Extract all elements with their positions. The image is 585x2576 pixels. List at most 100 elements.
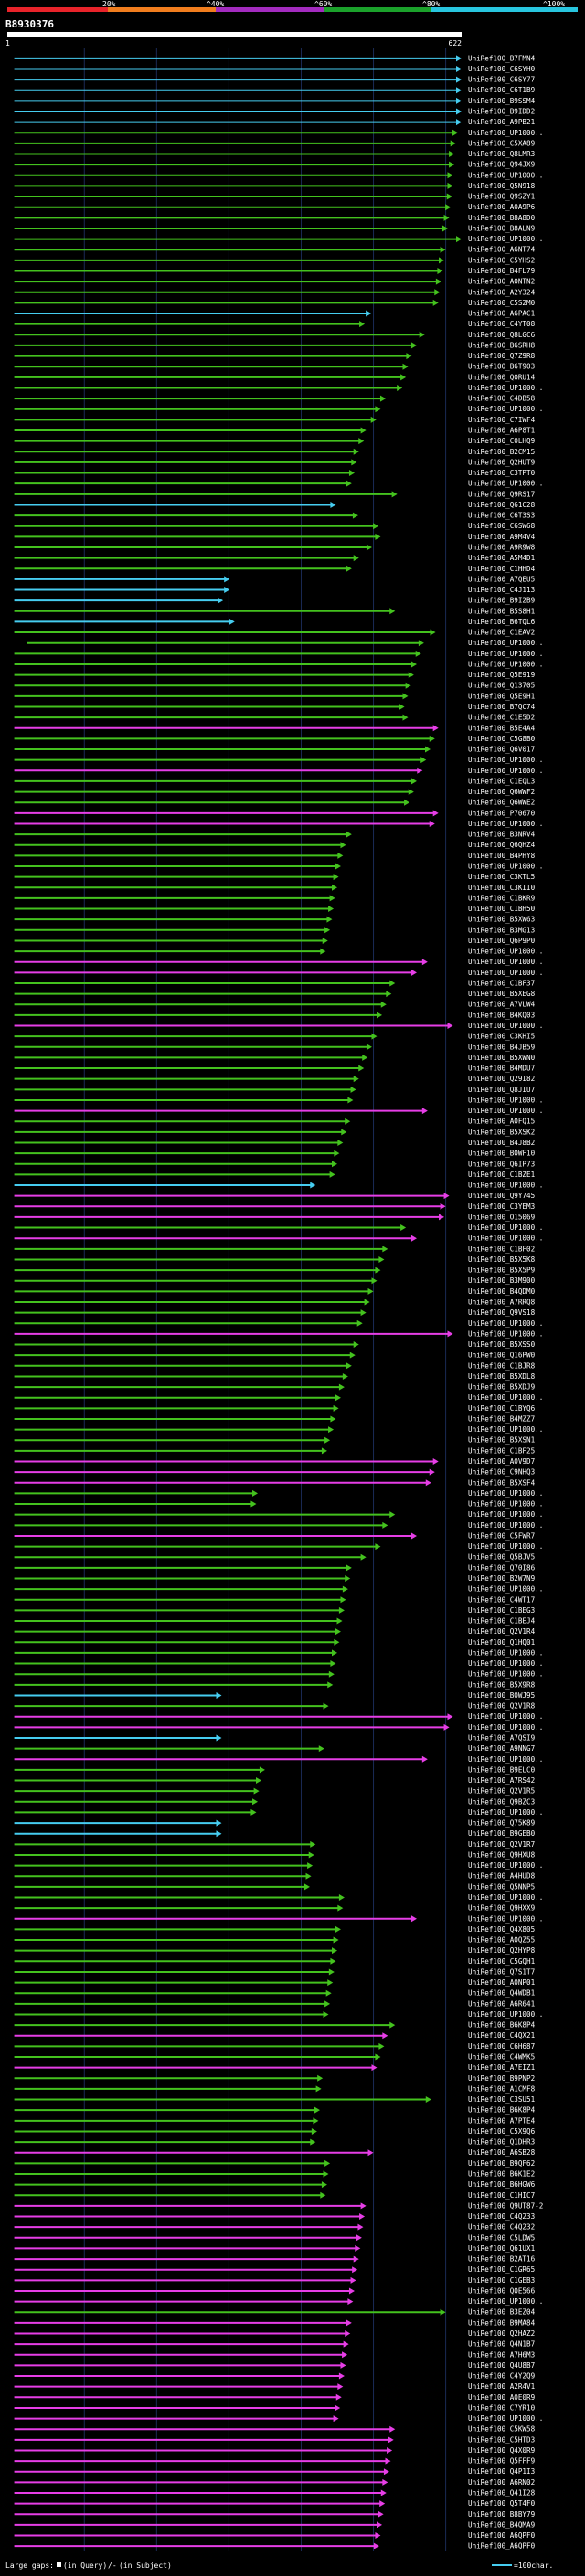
hit-label[interactable]: UniRef100_A9M4V4 <box>468 533 536 541</box>
hit-label[interactable]: UniRef100_C5X9Q6 <box>468 2127 536 2136</box>
hit-label[interactable]: UniRef100_Q5E9H1 <box>468 692 536 700</box>
hit-label[interactable]: UniRef100_B9MA84 <box>468 2318 536 2327</box>
hit-label[interactable]: UniRef100_Q6WWF2 <box>468 788 535 796</box>
hit-label[interactable]: UniRef100_UP1000.. <box>468 480 543 488</box>
hit-label[interactable]: UniRef100_UP1000.. <box>468 1808 543 1817</box>
hit-label[interactable]: UniRef100_B9IDD2 <box>468 107 535 115</box>
hit-label[interactable]: UniRef100_C4Y2Q9 <box>468 2372 536 2380</box>
hit-label[interactable]: UniRef100_B8BY79 <box>468 2510 536 2518</box>
hit-label[interactable]: UniRef100_Q2HUT9 <box>468 458 536 466</box>
hit-label[interactable]: UniRef100_Q41I28 <box>468 2489 536 2497</box>
hit-label[interactable]: UniRef100_C4Q232 <box>468 2223 535 2231</box>
hit-label[interactable]: UniRef100_C1BJR8 <box>468 1362 536 1370</box>
hit-label[interactable]: UniRef100_C1HIC7 <box>468 2191 535 2200</box>
hit-label[interactable]: UniRef100_C5YHS2 <box>468 256 535 264</box>
hit-label[interactable]: UniRef100_Q6QHZ4 <box>468 841 536 849</box>
hit-label[interactable]: UniRef100_UP1000.. <box>468 948 543 956</box>
hit-label[interactable]: UniRef100_Q1DHR3 <box>468 2138 535 2147</box>
hit-label[interactable]: UniRef100_Q2V1R5 <box>468 1787 535 1796</box>
hit-label[interactable]: UniRef100_UP1000.. <box>468 405 543 413</box>
hit-label[interactable]: UniRef100_UP1000.. <box>468 1861 543 1870</box>
hit-label[interactable]: UniRef100_Q9SZY1 <box>468 193 536 201</box>
hit-label[interactable]: UniRef100_B4MDU7 <box>468 1065 535 1073</box>
hit-label[interactable]: UniRef100_C1BYQ6 <box>468 1405 536 1413</box>
hit-label[interactable]: UniRef100_B5X9R8 <box>468 1680 536 1689</box>
hit-label[interactable]: UniRef100_C1BZE1 <box>468 1171 536 1179</box>
hit-label[interactable]: UniRef100_C7IWF4 <box>468 416 536 424</box>
hit-label[interactable]: UniRef100_B4QDM0 <box>468 1288 536 1296</box>
hit-label[interactable]: UniRef100_Q61C28 <box>468 501 536 509</box>
hit-label[interactable]: UniRef100_B2CM15 <box>468 448 535 456</box>
hit-label[interactable]: UniRef100_B3M900 <box>468 1277 536 1285</box>
hit-label[interactable]: UniRef100_Q0RU14 <box>468 373 536 381</box>
hit-label[interactable]: UniRef100_Q61UX1 <box>468 2244 536 2253</box>
hit-label[interactable]: UniRef100_UP1000.. <box>468 1426 543 1434</box>
hit-label[interactable]: UniRef100_Q94JX9 <box>468 161 536 169</box>
hit-label[interactable]: UniRef100_B5E4A4 <box>468 724 536 732</box>
hit-label[interactable]: UniRef100_P70670 <box>468 809 536 817</box>
hit-label[interactable]: UniRef100_Q5N918 <box>468 182 536 190</box>
hit-label[interactable]: UniRef100_Q4X805 <box>468 1925 535 1934</box>
hit-label[interactable]: UniRef100_A6R641 <box>468 1999 536 2008</box>
hit-label[interactable]: UniRef100_B5XDJ9 <box>468 1383 536 1392</box>
hit-label[interactable]: UniRef100_C1BEJ4 <box>468 1617 536 1626</box>
hit-label[interactable]: UniRef100_A6QPF0 <box>468 2542 536 2550</box>
hit-label[interactable]: UniRef100_UP1000.. <box>468 2010 543 2019</box>
hit-label[interactable]: UniRef100_B5S8H1 <box>468 607 536 615</box>
hit-label[interactable]: UniRef100_B5X5K8 <box>468 1256 536 1264</box>
hit-label[interactable]: UniRef100_UP1000.. <box>468 1235 543 1243</box>
hit-label[interactable]: UniRef100_UP1000.. <box>468 2414 543 2422</box>
hit-label[interactable]: UniRef100_Q5BJV5 <box>468 1553 535 1562</box>
hit-label[interactable]: UniRef100_B9QF62 <box>468 2159 535 2168</box>
hit-label[interactable]: UniRef100_Q70I86 <box>468 1564 536 1572</box>
hit-label[interactable]: UniRef100_Q9Y745 <box>468 1192 535 1200</box>
hit-label[interactable]: UniRef100_Q5NNP5 <box>468 1882 535 1891</box>
hit-label[interactable]: UniRef100_B5XSK2 <box>468 1128 535 1136</box>
hit-label[interactable]: UniRef100_C3TPT0 <box>468 469 536 477</box>
hit-label[interactable]: UniRef100_Q4U8B7 <box>468 2361 535 2369</box>
hit-label[interactable]: UniRef100_A6P8T1 <box>468 427 536 435</box>
hit-label[interactable]: UniRef100_C1BKR9 <box>468 894 536 902</box>
hit-label[interactable]: UniRef100_B3NRV4 <box>468 831 536 839</box>
hit-label[interactable]: UniRef100_C7YR10 <box>468 2403 536 2412</box>
hit-label[interactable]: UniRef100_C1BEG3 <box>468 1606 535 1615</box>
hit-label[interactable]: UniRef100_C9NHQ3 <box>468 1468 535 1477</box>
hit-label[interactable]: UniRef100_A9NNG7 <box>468 1744 535 1753</box>
hit-label[interactable]: UniRef100_UP1000.. <box>468 1723 543 1732</box>
hit-label[interactable]: UniRef100_Q2V1R7 <box>468 1840 535 1849</box>
hit-label[interactable]: UniRef100_C5G8B0 <box>468 735 536 743</box>
hit-label[interactable]: UniRef100_UP1000.. <box>468 235 543 243</box>
hit-label[interactable]: UniRef100_Q16PW0 <box>468 1352 536 1360</box>
hit-label[interactable]: UniRef100_UP1000.. <box>468 820 543 828</box>
hit-label[interactable]: UniRef100_C6H687 <box>468 2042 535 2051</box>
hit-label[interactable]: UniRef100_B6K8P4 <box>468 2106 536 2115</box>
hit-label[interactable]: UniRef100_C6SY77 <box>468 76 535 84</box>
hit-label[interactable]: UniRef100_C4Q233 <box>468 2212 535 2221</box>
hit-label[interactable]: UniRef100_A7EIZ1 <box>468 2063 536 2072</box>
hit-label[interactable]: UniRef100_UP1000.. <box>468 1182 543 1190</box>
hit-label[interactable]: UniRef100_UP1000.. <box>468 1914 543 1923</box>
hit-label[interactable]: UniRef100_B5XEG8 <box>468 990 536 998</box>
hit-label[interactable]: UniRef100_C1EAV2 <box>468 629 535 637</box>
hit-label[interactable]: UniRef100_UP1000.. <box>468 1542 543 1551</box>
hit-label[interactable]: UniRef100_UP1000.. <box>468 660 543 668</box>
hit-label[interactable]: UniRef100_B0WF10 <box>468 1150 536 1158</box>
hit-label[interactable]: UniRef100_B4KQ03 <box>468 1011 535 1019</box>
hit-label[interactable]: UniRef100_Q6V017 <box>468 746 535 754</box>
hit-label[interactable]: UniRef100_C4WMK5 <box>468 2053 535 2062</box>
hit-label[interactable]: UniRef100_Q0E566 <box>468 2286 536 2295</box>
hit-label[interactable]: UniRef100_Q9BZC3 <box>468 1797 535 1806</box>
hit-label[interactable]: UniRef100_A7RS42 <box>468 1776 535 1785</box>
hit-label[interactable]: UniRef100_C4WT17 <box>468 1595 535 1604</box>
hit-label[interactable]: UniRef100_UP1000.. <box>468 1755 543 1764</box>
hit-label[interactable]: UniRef100_UP1000.. <box>468 1585 543 1594</box>
hit-label[interactable]: UniRef100_UP1000.. <box>468 1712 543 1721</box>
hit-label[interactable]: UniRef100_B0WJ95 <box>468 1691 535 1700</box>
hit-label[interactable]: UniRef100_A0QZ55 <box>468 1936 535 1945</box>
hit-label[interactable]: UniRef100_C1EQL3 <box>468 777 535 785</box>
hit-label[interactable]: UniRef100_B6TQL6 <box>468 618 536 626</box>
hit-label[interactable]: UniRef100_B5XW63 <box>468 916 535 924</box>
hit-label[interactable]: UniRef100_O15069 <box>468 1213 536 1221</box>
hit-label[interactable]: UniRef100_B8A8D0 <box>468 214 536 222</box>
hit-label[interactable]: UniRef100_A7PTE4 <box>468 2116 536 2125</box>
